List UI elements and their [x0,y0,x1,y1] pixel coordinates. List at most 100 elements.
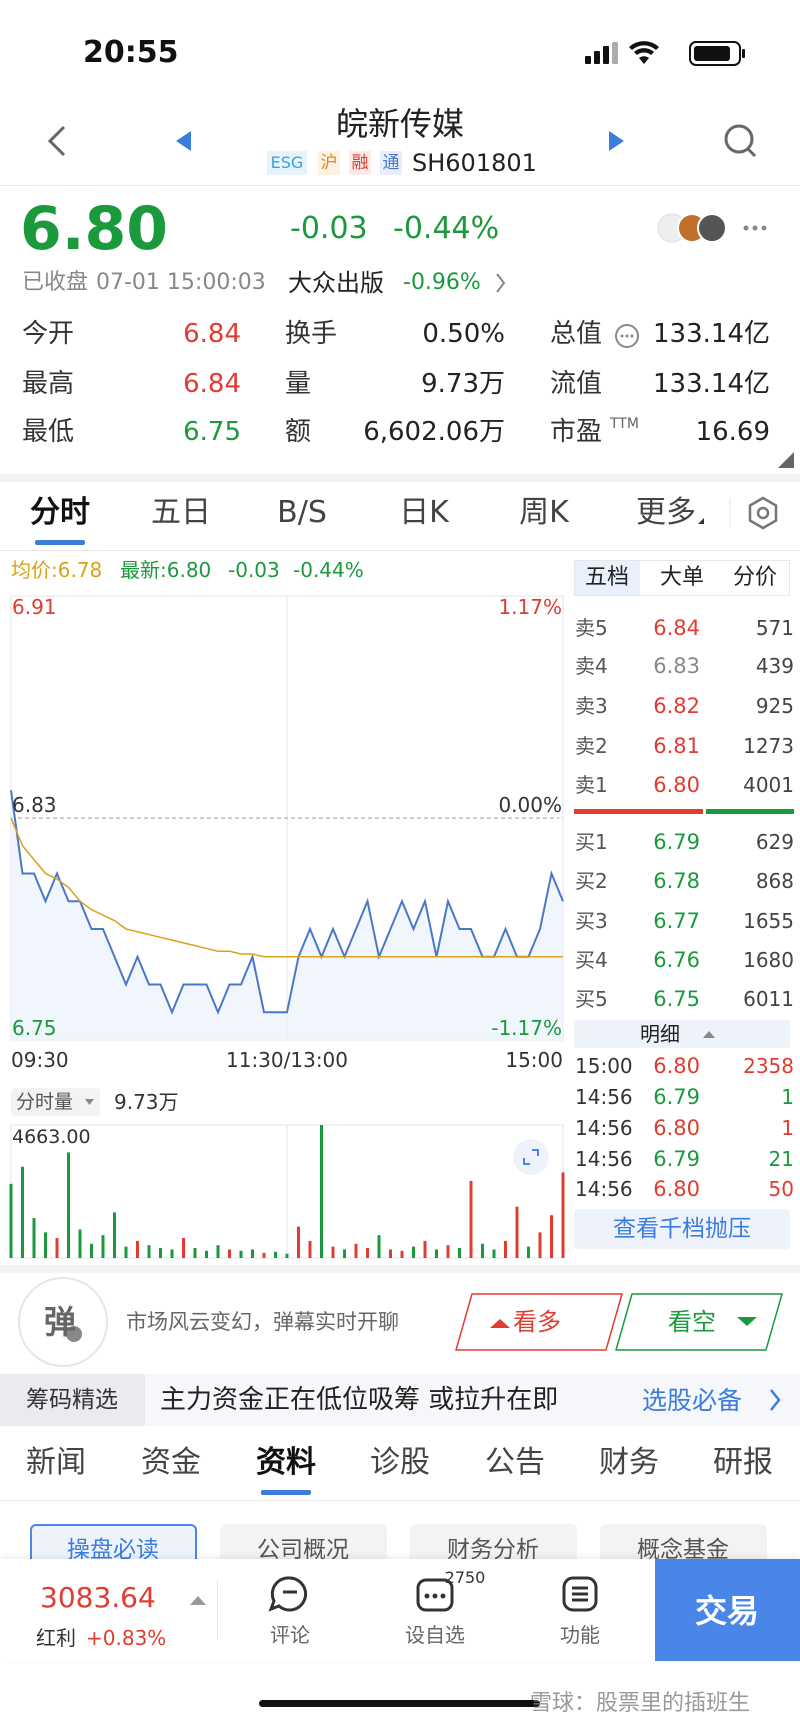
last-price: 6.80 [20,194,169,264]
trade-volume: 1 [781,1085,794,1109]
volume-bar [550,1215,553,1258]
chart-tab[interactable]: B/S [277,495,327,530]
order-tab[interactable]: 五档 [584,565,630,590]
volume-bar [297,1226,300,1258]
expand-corner[interactable] [778,452,794,468]
book-volume: 925 [755,694,794,718]
bottom-item[interactable]: 评论 [270,1623,310,1647]
volume-bar [239,1250,243,1258]
sub-tab[interactable]: 财务分析 [447,1536,539,1563]
volume-bar [538,1232,542,1258]
sub-tab[interactable]: 公司概况 [257,1536,349,1563]
chart-tab[interactable]: 分时 [30,495,90,530]
bottom-item[interactable]: 设自选 [405,1623,465,1647]
trade-label: 交易 [694,1592,760,1630]
book-volume: 571 [755,616,794,640]
avatar[interactable] [677,213,707,243]
trade-volume: 21 [768,1147,794,1171]
book-price: 6.83 [653,653,700,678]
sub-tab[interactable]: 操盘必读 [67,1536,159,1563]
detail-bg [574,1020,790,1048]
volume-bar [331,1246,335,1258]
section-tab[interactable]: 新闻 [26,1445,86,1480]
trade-price: 6.80 [653,1115,700,1140]
trade-volume: 1 [781,1116,794,1140]
stat-label: 最高 [22,369,75,399]
chart-tab[interactable]: 五日 [151,495,211,530]
tab-selected-bg [574,560,640,596]
order-tab[interactable]: 大单 [659,565,705,590]
book-label: 买5 [575,987,608,1011]
danmaku-text: 市场风云变幻，弹幕实时开聊 [126,1309,399,1334]
avatar[interactable] [657,213,687,243]
stat-label: 市盈 [550,417,603,447]
book-volume: 6011 [743,987,794,1011]
volume-bar [527,1246,530,1258]
stat-label: 最低 [22,417,75,447]
banner-tag: 筹码精选 [26,1386,118,1413]
section-tab[interactable]: 资料 [256,1445,316,1480]
volume-bar [492,1249,496,1258]
back-button[interactable] [47,125,66,157]
section-tab[interactable]: 诊股 [370,1445,430,1480]
chart-tab[interactable]: 更多 [636,495,696,530]
bull-label: 看多 [513,1308,561,1336]
chart-tab[interactable]: 周K [519,495,569,530]
bear-label: 看空 [668,1308,716,1336]
status-icons [585,41,745,66]
prev-stock[interactable] [176,131,191,151]
trade-time: 14:56 [575,1177,633,1201]
volume-bar [389,1249,392,1258]
avg-price: 均价:6.78 [11,558,103,582]
chart-tab[interactable]: 日K [399,495,449,530]
more-button[interactable] [743,225,767,231]
next-stock[interactable] [609,131,624,151]
volume-bar [182,1238,185,1258]
section-tab[interactable]: 财务 [599,1445,659,1480]
index-change: +0.83% [86,1626,167,1650]
depth-button[interactable]: 查看千档抛压 [613,1215,751,1242]
trade-button[interactable] [655,1559,800,1661]
book-label: 卖2 [575,734,608,758]
price-change-pct: -0.44% [393,211,500,246]
settings-button[interactable] [748,496,778,530]
book-price: 6.82 [653,693,700,718]
divider [0,1500,800,1501]
avatar[interactable] [697,213,727,243]
order-tab[interactable]: 分价 [732,565,778,590]
stat-value: 9.73万 [421,369,505,399]
book-volume: 868 [755,869,794,893]
tag: 通 [382,152,400,173]
info-icon[interactable] [615,324,639,348]
volume-bar [262,1252,266,1258]
book-label: 卖1 [575,773,608,797]
banner-link[interactable]: 选股必备 [642,1385,743,1415]
divider [0,550,800,551]
stat-sup: TTM [610,416,639,432]
book-price: 6.84 [653,615,700,640]
search-button[interactable] [724,124,757,158]
volume-bar [377,1235,381,1258]
index-name: 红利 [36,1626,76,1650]
market-status: 已收盘 [22,270,89,295]
section-tab[interactable]: 公告 [485,1445,545,1480]
sector-name: 大众出版 [288,269,384,297]
book-label: 买4 [575,948,608,972]
book-volume: 1273 [743,734,794,758]
bottom-item[interactable]: 功能 [560,1623,600,1647]
volume-bar [343,1249,346,1258]
tag: ESG [270,153,304,172]
volume-bar [366,1248,369,1258]
section-tab[interactable]: 资金 [141,1445,201,1480]
sub-tab[interactable]: 概念基金 [637,1536,729,1563]
book-label: 买3 [575,909,608,933]
stat-label: 额 [285,417,312,447]
section-tab[interactable]: 研报 [713,1445,773,1480]
detail-label: 明细 [640,1022,680,1046]
volume-bar [251,1249,254,1258]
tag: 沪 [320,152,338,173]
dropdown-corner [698,518,704,524]
expand-chart[interactable] [513,1139,549,1175]
button-bg[interactable] [574,1209,790,1249]
